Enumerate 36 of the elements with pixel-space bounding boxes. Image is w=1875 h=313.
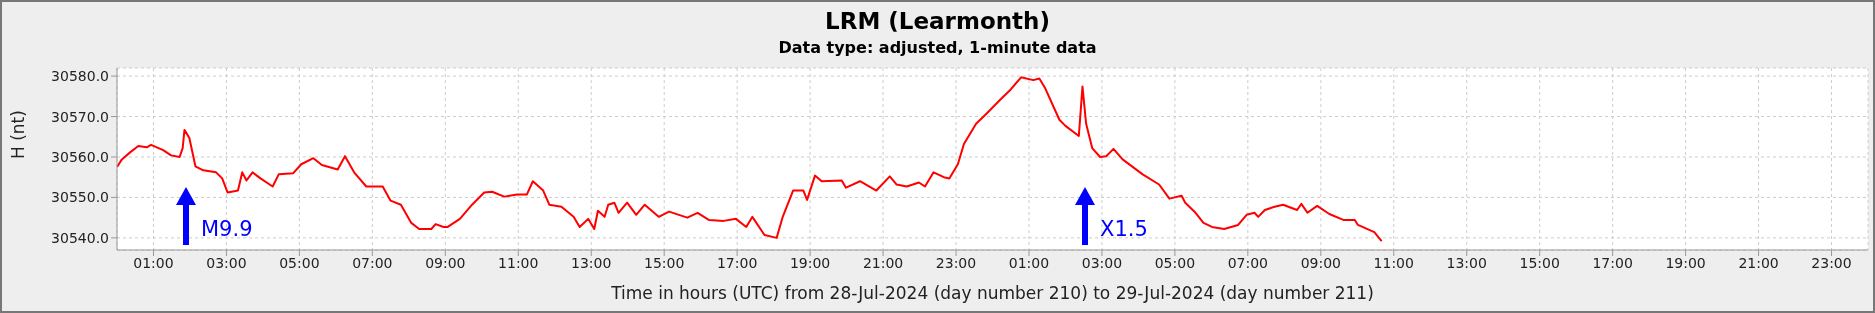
x-tick-label: 23:00 bbox=[1811, 254, 1852, 271]
x-tick-label: 05:00 bbox=[279, 254, 320, 271]
annotation: M9.9 bbox=[201, 217, 253, 241]
x-tick-label: 03:00 bbox=[206, 254, 247, 271]
x-tick-label: 15:00 bbox=[1519, 254, 1560, 271]
x-tick-label: 01:00 bbox=[1008, 254, 1050, 271]
x-tick-label: 07:00 bbox=[1227, 254, 1269, 271]
y-tick-label: 30570.0 bbox=[51, 108, 109, 125]
x-tick-label: 09:00 bbox=[1300, 254, 1341, 271]
y-tick-label: 30550.0 bbox=[51, 189, 109, 206]
x-tick-label: 15:00 bbox=[644, 254, 685, 271]
y-axis-title: H (nt) bbox=[8, 110, 29, 159]
chart-subtitle: Data type: adjusted, 1-minute data bbox=[777, 38, 1098, 57]
annotation: X1.5 bbox=[1100, 217, 1148, 241]
x-tick-label: 19:00 bbox=[789, 254, 831, 271]
y-tick-label: 30560.0 bbox=[51, 148, 109, 165]
x-tick-label: 11:00 bbox=[1373, 254, 1414, 271]
x-tick-label: 01:00 bbox=[133, 254, 174, 271]
x-tick-label: 13:00 bbox=[1446, 254, 1487, 271]
x-tick-label: 03:00 bbox=[1081, 254, 1123, 271]
y-tick-label: 30580.0 bbox=[51, 68, 109, 85]
y-tick-label: 30540.0 bbox=[51, 229, 109, 246]
x-tick-label: 11:00 bbox=[498, 254, 539, 271]
x-tick-label: 13:00 bbox=[571, 254, 612, 271]
x-tick-label: 09:00 bbox=[425, 254, 466, 271]
x-tick-label: 05:00 bbox=[1154, 254, 1196, 271]
x-tick-label: 19:00 bbox=[1665, 254, 1706, 271]
line-series bbox=[117, 76, 1383, 243]
x-tick-label: 21:00 bbox=[1738, 254, 1779, 271]
x-tick-label: 23:00 bbox=[935, 254, 977, 271]
x-axis-title: Time in hours (UTC) from 28-Jul-2024 (day number 210) to 29-Jul-2024 (day number 211) bbox=[610, 283, 1374, 303]
x-tick-label: 21:00 bbox=[862, 254, 904, 271]
x-tick-label: 17:00 bbox=[1592, 254, 1633, 271]
x-tick-label: 17:00 bbox=[716, 254, 758, 271]
chart-title: LRM (Learmonth) bbox=[824, 8, 1051, 34]
x-tick-label: 07:00 bbox=[352, 254, 393, 271]
